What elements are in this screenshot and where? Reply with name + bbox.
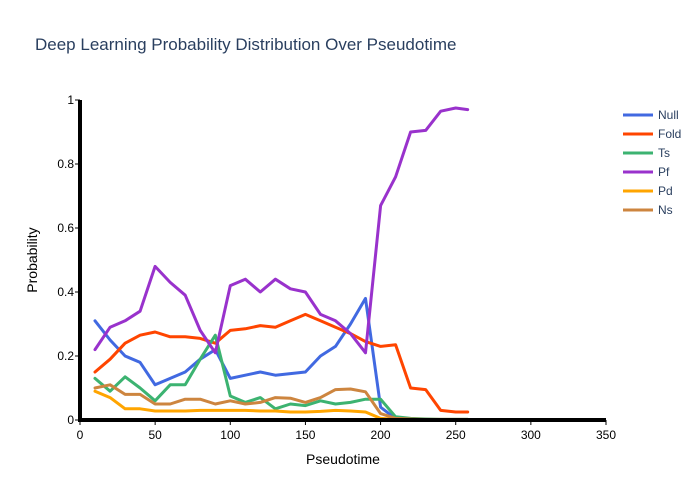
legend-label: Null	[658, 108, 679, 122]
legend-item-null[interactable]: Null	[623, 108, 679, 122]
y-tick-label: 0.2	[57, 349, 74, 363]
x-tick-label: 200	[371, 428, 391, 442]
y-tick-label: 0.8	[57, 157, 74, 171]
x-tick-label: 0	[77, 428, 84, 442]
x-axis-title: Pseudotime	[306, 451, 380, 467]
x-tick-label: 50	[148, 428, 162, 442]
y-tick-label: 0	[67, 413, 74, 427]
legend-item-fold[interactable]: Fold	[623, 127, 681, 141]
legend: Null Fold Ts Pf Pd Ns	[623, 108, 681, 217]
series-line-fold	[93, 312, 470, 414]
legend-item-ts[interactable]: Ts	[623, 146, 670, 160]
legend-label: Pd	[658, 184, 673, 198]
x-tick-label: 150	[295, 428, 315, 442]
legend-label: Fold	[658, 127, 681, 141]
y-tick-label: 0.6	[57, 221, 74, 235]
legend-item-pf[interactable]: Pf	[623, 165, 670, 179]
y-axis-title: Probability	[24, 227, 40, 292]
series-line-pf	[93, 106, 470, 355]
x-tick-label: 300	[521, 428, 541, 442]
x-tick-label: 250	[446, 428, 466, 442]
legend-label: Ts	[658, 146, 670, 160]
y-tick-label: 1	[67, 93, 74, 107]
legend-label: Pf	[658, 165, 670, 179]
legend-item-pd[interactable]: Pd	[623, 184, 673, 198]
y-tick-label: 0.4	[57, 285, 74, 299]
x-axis-ticks: 0 50 100 150 200 250 300 350	[77, 420, 616, 442]
x-tick-label: 350	[596, 428, 616, 442]
legend-label: Ns	[658, 203, 673, 217]
x-tick-label: 100	[220, 428, 240, 442]
chart-title: Deep Learning Probability Distribution O…	[35, 35, 456, 54]
legend-item-ns[interactable]: Ns	[623, 203, 673, 217]
